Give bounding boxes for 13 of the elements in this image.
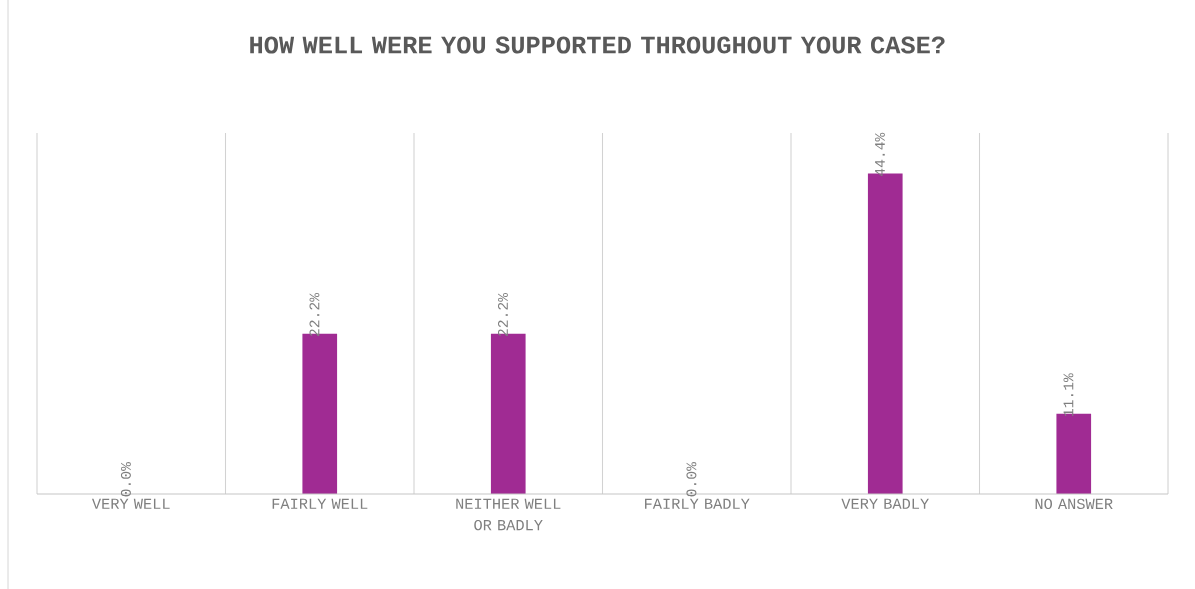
x-tick-label: NEITHER WELL OR BADLY (456, 498, 561, 531)
x-tick-label: FAIRLY WELL (272, 498, 368, 509)
x-tick-label: FAIRLY BADLY (645, 498, 750, 509)
data-label: 0.0% (686, 462, 697, 497)
data-label: 22.2% (309, 293, 320, 336)
x-tick-label: VERY WELL (91, 498, 170, 509)
data-label: 11.1% (1063, 373, 1074, 417)
data-label: 0.0% (120, 462, 131, 497)
chart-title: HOW WELL WERE YOU SUPPORTED THROUGHOUT YOUR CASE? (250, 36, 945, 54)
data-label: 44.4% (875, 132, 885, 176)
data-label: 22.2% (497, 293, 508, 336)
x-tick-label: VERY BADLY (841, 498, 929, 509)
x-tick-label: NO ANSWER (1035, 498, 1113, 510)
